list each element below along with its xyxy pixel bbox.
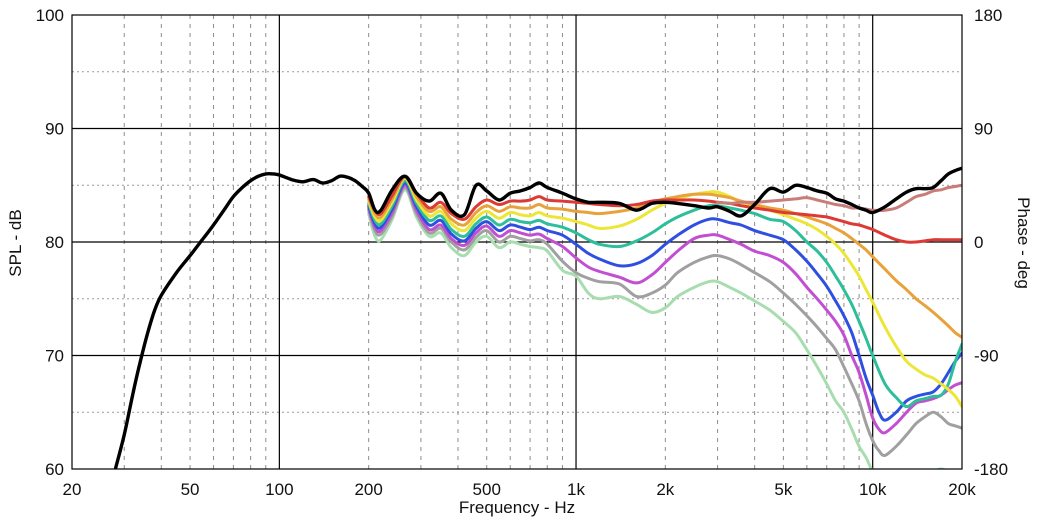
y2-tick-label: 90 [974, 120, 993, 139]
series-layer [113, 166, 962, 469]
x-tick-label: 20k [948, 480, 976, 499]
x-tick-label: 50 [181, 480, 200, 499]
plot-frame [71, 14, 963, 470]
y2-tick-label: 0 [974, 233, 983, 252]
y-tick-label: 70 [45, 347, 64, 366]
x-tick-labels: 20 50 100 200 500 1k 2k 5k 10k 20k [63, 480, 977, 499]
x-tick-label: 10k [859, 480, 887, 499]
series-line-teal [367, 179, 962, 409]
y-tick-label: 90 [45, 120, 64, 139]
x-tick-label: 5k [774, 480, 792, 499]
y-tick-label: 100 [36, 6, 64, 25]
y2-axis-title: Phase - deg [1014, 197, 1033, 289]
y2-tick-label: -90 [974, 347, 999, 366]
y-tick-labels: 60 70 80 90 100 [36, 6, 64, 479]
y2-tick-labels: -180 -90 0 90 180 [974, 6, 1008, 479]
y-tick-label: 60 [45, 460, 64, 479]
x-tick-label: 2k [656, 480, 674, 499]
x-axis-title: Frequency - Hz [459, 498, 575, 517]
y2-tick-label: 180 [974, 6, 1002, 25]
series-line-gray [367, 186, 962, 457]
x-tick-label: 200 [354, 480, 382, 499]
series-line-purple [367, 183, 962, 435]
x-tick-label: 20 [63, 480, 82, 499]
x-tick-label: 100 [265, 480, 293, 499]
y2-tick-label: -180 [974, 460, 1008, 479]
series-line-blue [367, 181, 962, 422]
y-tick-label: 80 [45, 233, 64, 252]
series-line-black [113, 166, 962, 469]
y-axis-title: SPL - dB [6, 209, 25, 276]
x-tick-label: 1k [567, 480, 585, 499]
x-tick-label: 500 [473, 480, 501, 499]
series-line-orange [367, 175, 962, 339]
series-line-red [367, 174, 962, 244]
series-line-light-green [367, 188, 947, 469]
